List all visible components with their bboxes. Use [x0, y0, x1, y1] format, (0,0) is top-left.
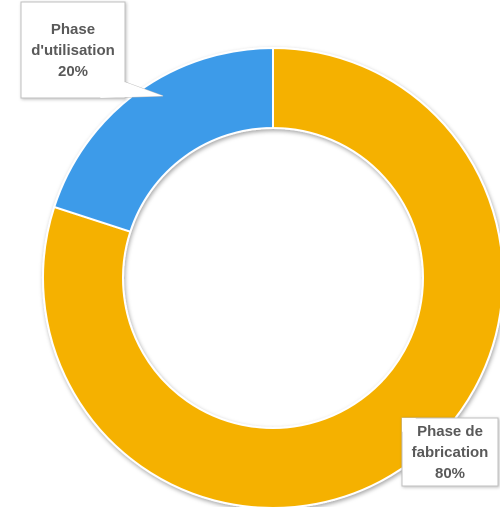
data-label-value: 80%: [435, 465, 465, 482]
data-label-category: d'utilisation: [31, 42, 115, 59]
data-label-category: Phase: [51, 21, 95, 38]
data-label-value: 20%: [58, 63, 88, 80]
doughnut-slice-2: [52, 46, 274, 233]
data-label-category: Phase de: [417, 423, 483, 440]
callout-box: [20, 1, 126, 99]
callout-pointer-fill: [100, 82, 163, 98]
callout-box: [401, 417, 499, 487]
callout-pointer-fill: [402, 418, 416, 432]
doughnut-slices: [42, 46, 500, 507]
data-label-category: fabrication: [412, 444, 489, 461]
data-label-callout-1: Phase de fabrication 80%: [401, 417, 499, 487]
doughnut-callouts: Phase de fabrication 80% Phase d'utilisation…: [20, 1, 499, 487]
data-label-callout-2: Phase d'utilisation 20%: [20, 1, 164, 99]
doughnut-slice-1: [42, 46, 500, 507]
